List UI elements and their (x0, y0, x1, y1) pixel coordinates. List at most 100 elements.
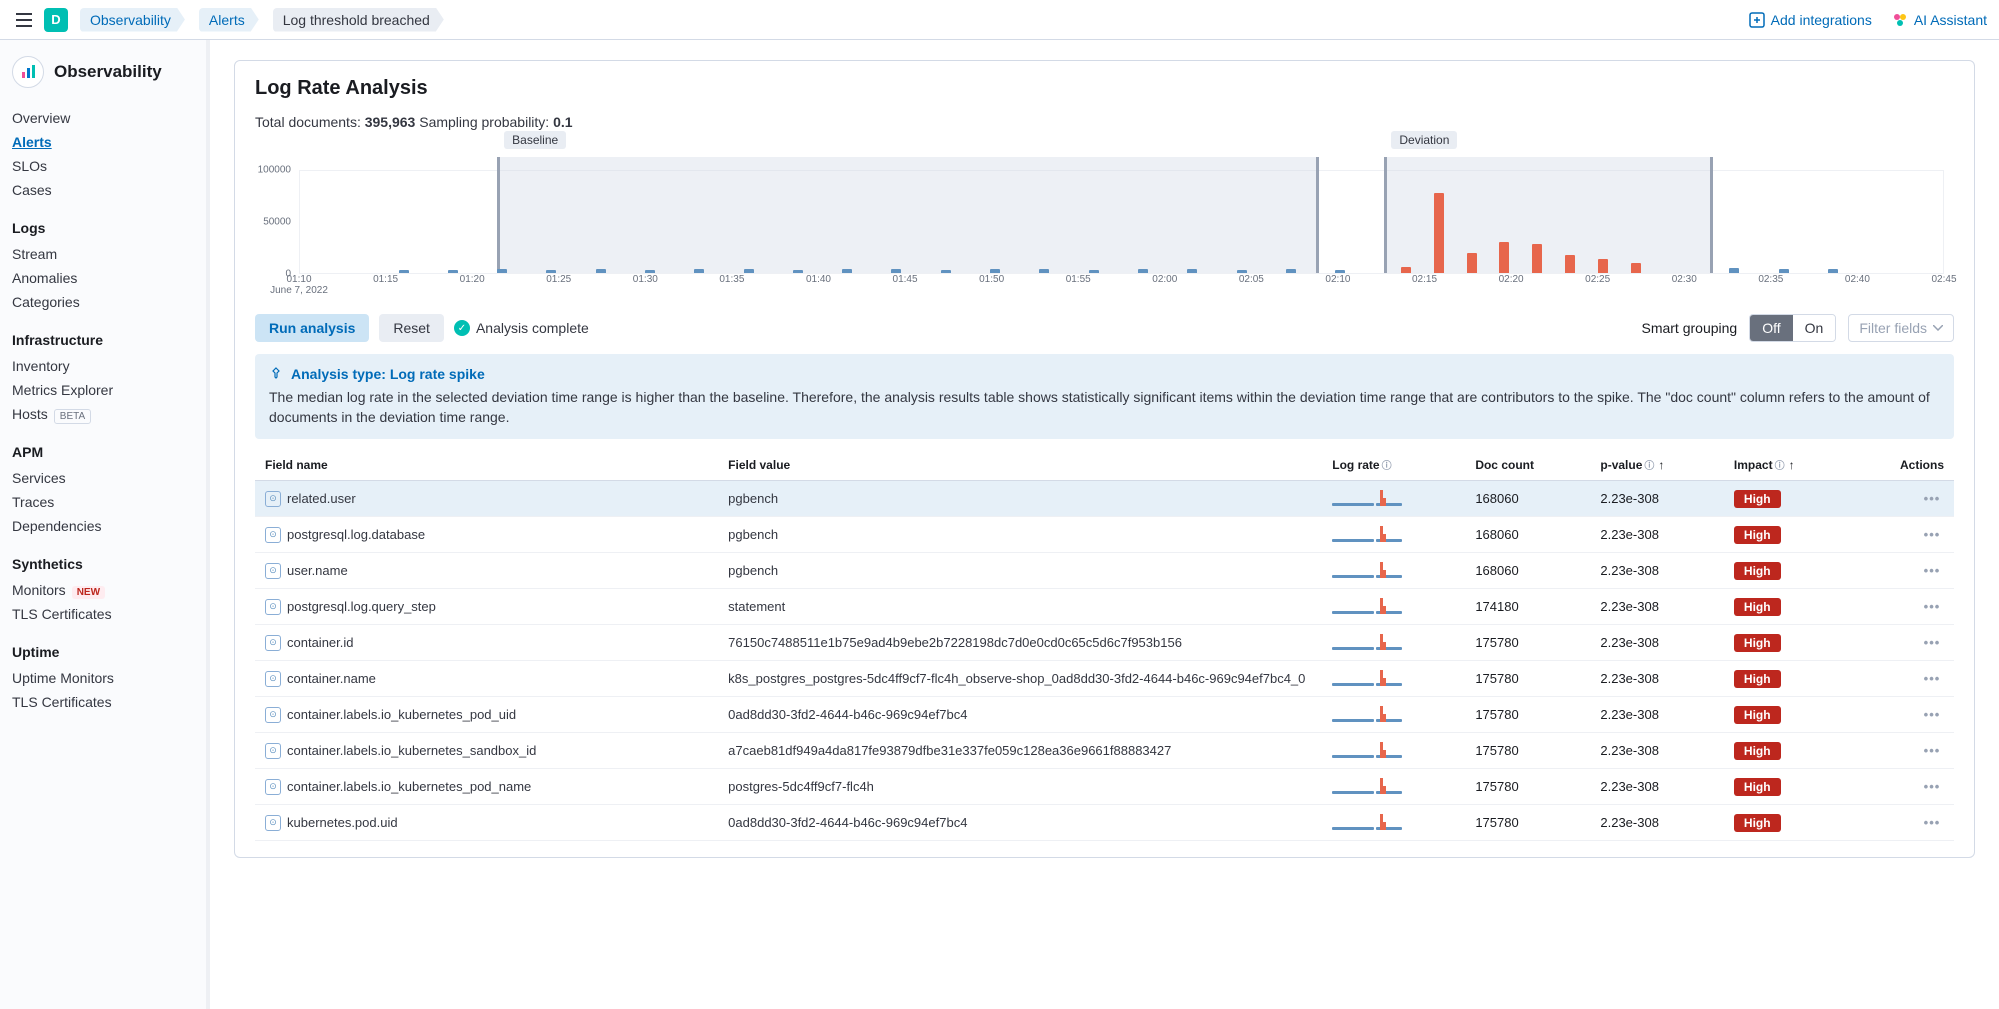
col-doc-count[interactable]: Doc count (1465, 449, 1590, 481)
toggle-on[interactable]: On (1793, 315, 1836, 341)
xtick: 01:55 (1066, 274, 1091, 285)
xtick: 01:50 (979, 274, 1004, 285)
menu-button[interactable] (12, 8, 36, 32)
run-analysis-button[interactable]: Run analysis (255, 314, 369, 342)
field-type-icon: ⊙ (265, 527, 281, 543)
nav-item-hosts[interactable]: HostsBETA (12, 402, 194, 426)
chart-bar (1335, 270, 1345, 273)
log-rate-cell (1322, 517, 1465, 553)
stats-row: Total documents: 395,963 Sampling probab… (255, 114, 1954, 130)
col-field-name[interactable]: Field name (255, 449, 718, 481)
field-type-icon: ⊙ (265, 743, 281, 759)
logo-badge[interactable]: D (44, 8, 68, 32)
p-value-cell: 2.23e-308 (1590, 661, 1724, 697)
table-row[interactable]: ⊙container.id76150c7488511e1b75e9ad4b9eb… (255, 625, 1954, 661)
table-row[interactable]: ⊙container.labels.io_kubernetes_pod_name… (255, 769, 1954, 805)
table-row[interactable]: ⊙user.namepgbench1680602.23e-308High••• (255, 553, 1954, 589)
xtick: 02:00 (1152, 274, 1177, 285)
sidebar-header: Observability (12, 56, 194, 88)
field-name-text: user.name (287, 563, 348, 578)
smart-grouping-label: Smart grouping (1641, 320, 1737, 336)
nav-item-tls-certificates[interactable]: TLS Certificates (12, 690, 194, 714)
chart-area[interactable]: 100000500000 BaselineDeviation 01:10June… (255, 146, 1954, 296)
field-type-icon: ⊙ (265, 563, 281, 579)
baseline-region[interactable]: Baseline (497, 157, 1319, 273)
nav-item-stream[interactable]: Stream (12, 242, 194, 266)
crumb-observability[interactable]: Observability (80, 8, 185, 32)
impact-badge: High (1734, 490, 1781, 508)
panel-title: Log Rate Analysis (255, 77, 1954, 100)
chart-bar (1401, 267, 1411, 273)
table-row[interactable]: ⊙kubernetes.pod.uid0ad8dd30-3fd2-4644-b4… (255, 805, 1954, 841)
p-value-cell: 2.23e-308 (1590, 805, 1724, 841)
crumb-alerts[interactable]: Alerts (199, 8, 259, 32)
actions-cell: ••• (1852, 553, 1954, 589)
p-value-cell: 2.23e-308 (1590, 733, 1724, 769)
nav-item-cases[interactable]: Cases (12, 178, 194, 202)
field-value-cell: statement (718, 589, 1322, 625)
nav-item-dependencies[interactable]: Dependencies (12, 514, 194, 538)
log-rate-cell (1322, 625, 1465, 661)
nav-item-uptime-monitors[interactable]: Uptime Monitors (12, 666, 194, 690)
chart-bar (448, 270, 458, 273)
filter-fields-select[interactable]: Filter fields (1848, 314, 1954, 342)
check-icon: ✓ (454, 320, 470, 336)
impact-cell: High (1724, 805, 1852, 841)
row-actions-button[interactable]: ••• (1920, 707, 1944, 723)
nav-item-slos[interactable]: SLOs (12, 154, 194, 178)
col-impact[interactable]: Impactⓘ↑ (1724, 449, 1852, 481)
nav-item-traces[interactable]: Traces (12, 490, 194, 514)
nav-item-monitors[interactable]: MonitorsNEW (12, 578, 194, 602)
table-row[interactable]: ⊙container.namek8s_postgres_postgres-5dc… (255, 661, 1954, 697)
nav-item-services[interactable]: Services (12, 466, 194, 490)
chart-bar (1631, 263, 1641, 273)
chart-bar (1729, 268, 1739, 273)
chart-yaxis: 100000500000 (255, 170, 295, 274)
results-table: Field name Field value Log rateⓘ Doc cou… (255, 449, 1954, 841)
toggle-off[interactable]: Off (1750, 315, 1792, 341)
chart-bar (1434, 193, 1444, 273)
row-actions-button[interactable]: ••• (1920, 635, 1944, 651)
doc-count-cell: 168060 (1465, 481, 1590, 517)
field-type-icon: ⊙ (265, 815, 281, 831)
chart-bar (1237, 270, 1247, 273)
xtick: 01:10June 7, 2022 (270, 274, 328, 296)
nav-item-anomalies[interactable]: Anomalies (12, 266, 194, 290)
nav-item-categories[interactable]: Categories (12, 290, 194, 314)
row-actions-button[interactable]: ••• (1920, 779, 1944, 795)
sampling-label: Sampling probability: (419, 114, 549, 130)
table-row[interactable]: ⊙related.userpgbench1680602.23e-308High•… (255, 481, 1954, 517)
doc-count-cell: 168060 (1465, 553, 1590, 589)
field-type-icon: ⊙ (265, 635, 281, 651)
nav-item-tls-certificates[interactable]: TLS Certificates (12, 602, 194, 626)
col-log-rate[interactable]: Log rateⓘ (1322, 449, 1465, 481)
nav-group: OverviewAlertsSLOsCases (12, 106, 194, 202)
table-row[interactable]: ⊙postgresql.log.query_stepstatement17418… (255, 589, 1954, 625)
row-actions-button[interactable]: ••• (1920, 563, 1944, 579)
field-name-text: container.id (287, 635, 354, 650)
add-integrations-link[interactable]: Add integrations (1749, 12, 1872, 28)
row-actions-button[interactable]: ••• (1920, 599, 1944, 615)
nav-item-alerts[interactable]: Alerts (12, 130, 194, 154)
field-value-cell: pgbench (718, 553, 1322, 589)
col-field-value[interactable]: Field value (718, 449, 1322, 481)
nav-item-inventory[interactable]: Inventory (12, 354, 194, 378)
row-actions-button[interactable]: ••• (1920, 671, 1944, 687)
nav-item-overview[interactable]: Overview (12, 106, 194, 130)
ai-assistant-link[interactable]: AI Assistant (1892, 12, 1987, 28)
header-actions: Add integrations AI Assistant (1749, 12, 1987, 28)
table-row[interactable]: ⊙container.labels.io_kubernetes_sandbox_… (255, 733, 1954, 769)
table-row[interactable]: ⊙postgresql.log.databasepgbench1680602.2… (255, 517, 1954, 553)
row-actions-button[interactable]: ••• (1920, 743, 1944, 759)
col-p-value[interactable]: p-valueⓘ↑ (1590, 449, 1724, 481)
p-value-cell: 2.23e-308 (1590, 625, 1724, 661)
nav-item-metrics-explorer[interactable]: Metrics Explorer (12, 378, 194, 402)
row-actions-button[interactable]: ••• (1920, 491, 1944, 507)
nav-group: LogsStreamAnomaliesCategories (12, 220, 194, 314)
table-row[interactable]: ⊙container.labels.io_kubernetes_pod_uid0… (255, 697, 1954, 733)
reset-button[interactable]: Reset (379, 314, 444, 342)
row-actions-button[interactable]: ••• (1920, 527, 1944, 543)
impact-badge: High (1734, 562, 1781, 580)
row-actions-button[interactable]: ••• (1920, 815, 1944, 831)
doc-count-cell: 175780 (1465, 697, 1590, 733)
